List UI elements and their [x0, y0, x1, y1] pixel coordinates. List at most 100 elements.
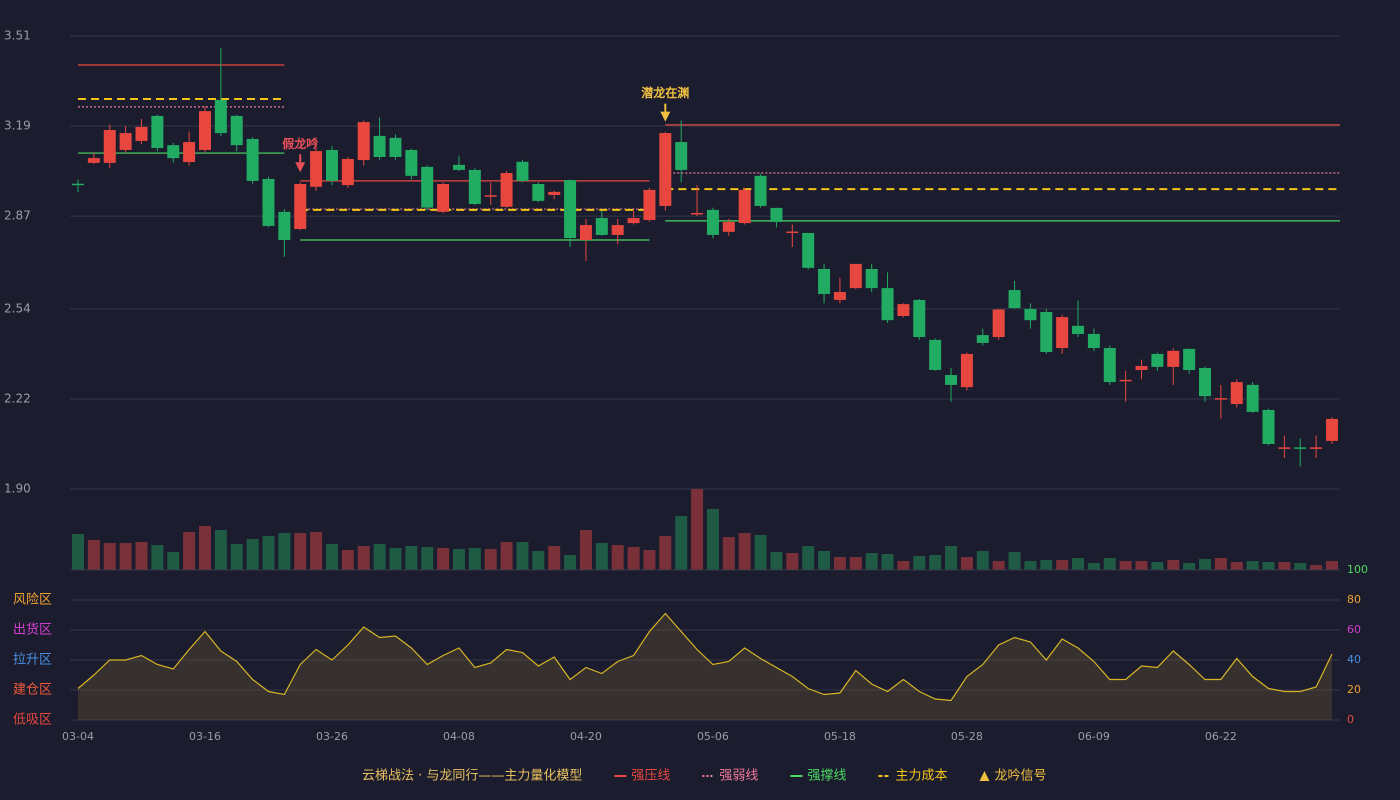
y-tick-label: 3.19: [4, 119, 31, 133]
legend-label: 强压线: [631, 769, 670, 784]
signal-label: 假龙吟: [282, 136, 318, 151]
volume-bar: [183, 532, 196, 570]
volume-bar: [833, 557, 846, 570]
legend-label: 强撑线: [807, 769, 846, 784]
volume-bar: [1310, 565, 1323, 570]
volume-bar: [167, 552, 180, 570]
zone-label: 风险区: [13, 593, 52, 608]
volume-bar: [230, 544, 243, 570]
volume-bar: [992, 561, 1005, 570]
volume-bar: [421, 547, 434, 570]
x-tick-label: 05-28: [951, 730, 983, 743]
candle-body: [1103, 348, 1116, 383]
candle-body: [659, 133, 672, 206]
candle-body: [532, 183, 545, 201]
signal-arrow: [660, 111, 671, 122]
candle-body: [1310, 447, 1323, 449]
candle-body: [881, 288, 894, 321]
volume-bar: [802, 546, 815, 570]
candle-body: [770, 207, 783, 222]
x-tick-label: 05-06: [697, 730, 729, 743]
x-tick-label: 03-26: [316, 730, 348, 743]
volume-bar: [770, 552, 783, 570]
volume-bar: [929, 555, 942, 570]
candle-body: [1326, 418, 1338, 441]
candle-body: [611, 225, 624, 235]
candle-body: [405, 149, 418, 176]
y2-tick-label: 60: [1347, 623, 1361, 636]
x-tick-label: 03-04: [62, 730, 94, 743]
candle-body: [643, 189, 656, 221]
volume-bar: [579, 530, 592, 570]
candle-body: [468, 169, 481, 204]
candle-body: [722, 221, 735, 232]
candle-body: [960, 353, 973, 388]
volume-bar: [691, 489, 704, 570]
volume-bar: [897, 561, 910, 570]
candle-body: [1262, 409, 1275, 444]
candle-body: [579, 225, 592, 240]
y-tick-label: 2.54: [4, 301, 31, 315]
volume-bar: [468, 548, 481, 570]
volume-bar: [865, 553, 878, 570]
candle-body: [72, 183, 84, 186]
volume-bar: [1262, 562, 1275, 570]
candle-body: [484, 195, 497, 197]
volume-bar: [1294, 563, 1307, 570]
candle-body: [913, 299, 926, 338]
volume-bar: [849, 557, 862, 570]
candle-body: [1278, 447, 1291, 449]
volume-bar: [198, 526, 211, 570]
volume-bar: [87, 540, 100, 570]
candle-body: [183, 142, 196, 163]
candle-body: [849, 263, 862, 289]
volume-bar: [1214, 558, 1227, 570]
x-tick-label: 04-08: [443, 730, 475, 743]
candle-body: [87, 158, 100, 163]
candle-body: [421, 166, 434, 208]
candle-body: [389, 137, 402, 157]
volume-bar: [1183, 563, 1196, 570]
volume-bar: [357, 546, 370, 570]
candle-body: [119, 133, 132, 150]
candle-body: [929, 339, 942, 370]
candle-body: [198, 111, 211, 150]
volume-bar: [738, 533, 751, 570]
candle-body: [167, 145, 180, 159]
volume-bar: [548, 546, 561, 570]
candle-body: [437, 183, 450, 212]
indicator-line: [77, 612, 1333, 702]
candle-body: [786, 231, 799, 234]
candle-body: [151, 115, 164, 148]
candle-body: [1214, 398, 1227, 400]
legend-title: 云梯战法 · 与龙同行——主力量化模型: [362, 769, 582, 784]
candle-body: [1072, 325, 1085, 334]
volume-bar: [818, 551, 831, 570]
candle-body: [452, 164, 465, 170]
volume-bar: [1087, 563, 1100, 570]
candle-body: [1008, 290, 1021, 309]
volume-bar: [722, 537, 735, 570]
candle-body: [516, 161, 529, 181]
candle-body: [865, 268, 878, 289]
candle-body: [103, 129, 116, 163]
volume-bar: [1024, 561, 1037, 570]
volume-bar: [1135, 561, 1148, 570]
volume-bar: [72, 534, 84, 570]
zone-label: 低吸区: [13, 713, 52, 728]
zone-label: 拉升区: [13, 653, 52, 668]
volume-bar: [484, 549, 497, 570]
candle-body: [357, 122, 370, 161]
y2-tick-label: 100: [1347, 563, 1368, 576]
candle-body: [214, 99, 227, 134]
candle-body: [992, 309, 1005, 338]
candle-body: [833, 292, 846, 300]
candle-body: [706, 209, 719, 235]
candle-body: [230, 115, 243, 146]
signal-label: 潜龙在渊: [641, 85, 689, 100]
candle-body: [135, 126, 148, 141]
legend-swatch: [979, 771, 990, 781]
volume-bar: [611, 545, 624, 570]
zone-label: 出货区: [13, 622, 52, 638]
